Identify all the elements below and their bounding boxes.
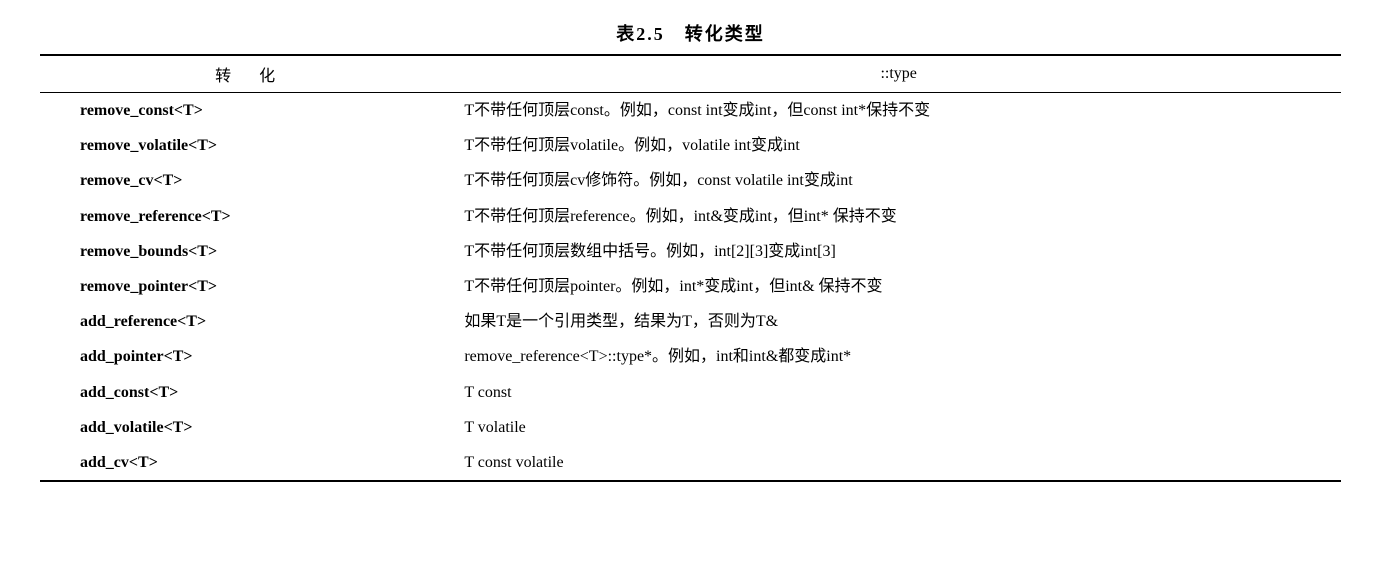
cell-left: add_pointer<T> (40, 339, 456, 374)
cell-right: T const volatile (456, 445, 1341, 481)
table-row: add_const<T>T const (40, 375, 1341, 410)
cell-left: remove_cv<T> (40, 163, 456, 198)
cell-left: add_const<T> (40, 375, 456, 410)
cell-right: T不带任何顶层cv修饰符。例如，const volatile int变成int (456, 163, 1341, 198)
table-header-row: 转 化 ::type (40, 55, 1341, 93)
table-row: add_cv<T>T const volatile (40, 445, 1341, 481)
table-row: add_pointer<T>remove_reference<T>::type*… (40, 339, 1341, 374)
cell-left: add_volatile<T> (40, 410, 456, 445)
header-cell-right: ::type (456, 55, 1341, 93)
cell-right: T不带任何顶层pointer。例如，int*变成int，但int& 保持不变 (456, 269, 1341, 304)
cell-right: T const (456, 375, 1341, 410)
cell-right: T不带任何顶层const。例如，const int变成int，但const in… (456, 93, 1341, 129)
conversion-types-table: 转 化 ::type remove_const<T>T不带任何顶层const。例… (40, 54, 1341, 482)
cell-left: remove_pointer<T> (40, 269, 456, 304)
table-row: remove_const<T>T不带任何顶层const。例如，const int… (40, 93, 1341, 129)
table-row: add_volatile<T>T volatile (40, 410, 1341, 445)
cell-left: remove_volatile<T> (40, 128, 456, 163)
cell-left: remove_const<T> (40, 93, 456, 129)
table-container: 表2.5 转化类型 转 化 ::type remove_const<T>T不带任… (40, 20, 1341, 482)
header-cell-left: 转 化 (40, 55, 456, 93)
table-row: add_reference<T>如果T是一个引用类型，结果为T，否则为T& (40, 304, 1341, 339)
cell-left: remove_reference<T> (40, 199, 456, 234)
table-row: remove_reference<T>T不带任何顶层reference。例如，i… (40, 199, 1341, 234)
cell-right: remove_reference<T>::type*。例如，int和int&都变… (456, 339, 1341, 374)
cell-right: T不带任何顶层reference。例如，int&变成int，但int* 保持不变 (456, 199, 1341, 234)
cell-left: add_reference<T> (40, 304, 456, 339)
cell-right: 如果T是一个引用类型，结果为T，否则为T& (456, 304, 1341, 339)
cell-left: add_cv<T> (40, 445, 456, 481)
table-row: remove_volatile<T>T不带任何顶层volatile。例如，vol… (40, 128, 1341, 163)
cell-right: T不带任何顶层数组中括号。例如，int[2][3]变成int[3] (456, 234, 1341, 269)
cell-right: T volatile (456, 410, 1341, 445)
table-row: remove_pointer<T>T不带任何顶层pointer。例如，int*变… (40, 269, 1341, 304)
table-body: remove_const<T>T不带任何顶层const。例如，const int… (40, 93, 1341, 482)
table-row: remove_bounds<T>T不带任何顶层数组中括号。例如，int[2][3… (40, 234, 1341, 269)
cell-left: remove_bounds<T> (40, 234, 456, 269)
table-caption: 表2.5 转化类型 (40, 20, 1341, 46)
cell-right: T不带任何顶层volatile。例如，volatile int变成int (456, 128, 1341, 163)
table-row: remove_cv<T>T不带任何顶层cv修饰符。例如，const volati… (40, 163, 1341, 198)
